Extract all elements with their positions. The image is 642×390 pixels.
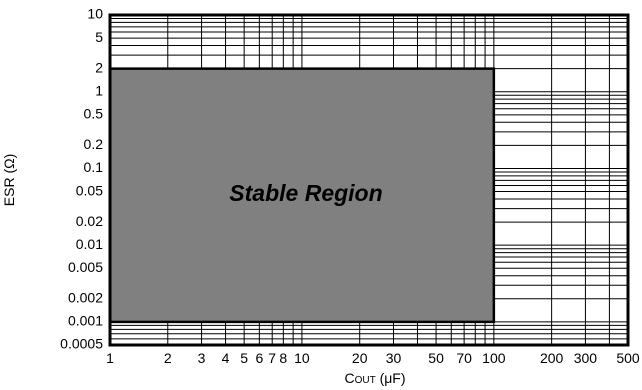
x-axis-label-unit: (μF) <box>376 370 406 386</box>
x-tick-label: 7 <box>268 350 276 366</box>
y-axis-label: ESR (Ω) <box>1 154 17 206</box>
y-tick-label: 0.005 <box>68 259 103 275</box>
y-tick-label: 0.01 <box>76 236 103 252</box>
x-tick-label: 10 <box>294 350 310 366</box>
x-tick-label: 100 <box>482 350 506 366</box>
x-tick-label: 1 <box>106 350 114 366</box>
x-tick-label: 300 <box>574 350 598 366</box>
y-tick-label: 10 <box>87 6 103 22</box>
x-tick-label: 3 <box>198 350 206 366</box>
x-axis-label-main: C <box>344 370 354 386</box>
y-tick-label: 0.0005 <box>60 336 103 352</box>
x-tick-label: 8 <box>279 350 287 366</box>
y-tick-label: 2 <box>95 59 103 75</box>
y-tick-label: 0.1 <box>84 159 104 175</box>
y-tick-label: 5 <box>95 29 103 45</box>
x-tick-label: 30 <box>386 350 402 366</box>
x-axis-label: COUT (μF) <box>344 370 405 386</box>
y-tick-label: 0.001 <box>68 313 103 329</box>
x-tick-label: 2 <box>164 350 172 366</box>
y-tick-label: 0.05 <box>76 182 103 198</box>
x-tick-labels: 1 2 3 4 5 6 7 8 10 20 30 50 70 100 200 300 500 <box>106 350 640 366</box>
y-tick-labels: 10 5 2 1 0.5 0.2 0.1 0.05 0.02 0.01 0.005 0.002 0.00… <box>60 6 103 352</box>
y-tick-label: 0.5 <box>84 106 104 122</box>
y-tick-label: 0.2 <box>84 136 104 152</box>
x-tick-label: 50 <box>428 350 444 366</box>
plot-frame <box>108 13 630 347</box>
stable-region <box>108 67 496 324</box>
stable-region-label: Stable Region <box>229 180 382 206</box>
x-axis-label-subscript: OUT <box>355 375 376 386</box>
x-tick-label: 4 <box>222 350 230 366</box>
x-tick-label: 5 <box>240 350 248 366</box>
y-tick-label: 0.002 <box>68 290 103 306</box>
x-tick-label: 500 <box>616 350 640 366</box>
x-tick-label: 6 <box>255 350 263 366</box>
x-tick-label: 20 <box>352 350 368 366</box>
y-tick-label: 0.02 <box>76 213 103 229</box>
y-tick-label: 1 <box>95 82 103 98</box>
x-tick-label: 70 <box>456 350 472 366</box>
x-tick-label: 200 <box>540 350 564 366</box>
